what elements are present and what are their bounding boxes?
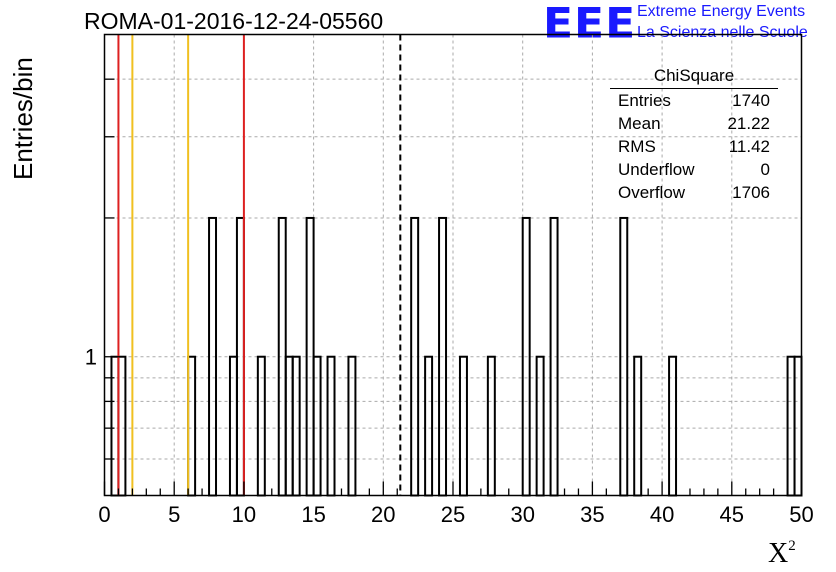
stats-label: Entries bbox=[618, 91, 671, 110]
x-axis-label-superscript: 2 bbox=[788, 538, 796, 554]
axis-ticks bbox=[103, 78, 803, 496]
x-tick-label: 15 bbox=[301, 502, 325, 527]
logo-line-1: Extreme Energy Events bbox=[637, 3, 806, 20]
x-tick-label: 50 bbox=[789, 502, 813, 527]
stats-label: Underflow bbox=[618, 160, 695, 179]
x-tick-label: 30 bbox=[510, 502, 534, 527]
stats-row: Entries 1740 bbox=[610, 89, 778, 112]
x-tick-label: 25 bbox=[441, 502, 465, 527]
stats-title: ChiSquare bbox=[653, 66, 735, 85]
x-tick-label: 40 bbox=[650, 502, 674, 527]
x-tick-label: 45 bbox=[720, 502, 744, 527]
stats-value: 11.42 bbox=[728, 137, 770, 156]
stats-row: Mean 21.22 bbox=[610, 112, 778, 135]
stats-label: RMS bbox=[618, 137, 656, 156]
marker-lines bbox=[117, 34, 402, 496]
x-tick-label: 5 bbox=[168, 502, 180, 527]
y-tick-label: 1 bbox=[85, 345, 97, 370]
stats-row: RMS 11.42 bbox=[610, 135, 778, 158]
stats-rule bbox=[610, 88, 778, 89]
stats-value: 0 bbox=[760, 160, 770, 179]
stats-value: 1740 bbox=[732, 91, 770, 110]
x-axis-label-text: X bbox=[768, 538, 789, 569]
x-tick-label: 20 bbox=[371, 502, 395, 527]
x-tick-label: 35 bbox=[580, 502, 604, 527]
stats-value: 1706 bbox=[732, 183, 770, 202]
stats-label: Mean bbox=[618, 114, 661, 133]
x-axis-label: X2 bbox=[768, 538, 796, 570]
logo-line-2: La Scienza nelle Scuole bbox=[637, 24, 808, 41]
stats-value: 21.22 bbox=[727, 114, 770, 133]
stats-box: ChiSquare Entries 1740 Mean 21.22 RMS 11.42… bbox=[610, 64, 778, 204]
x-tick-label: 10 bbox=[232, 502, 256, 527]
stats-row: Overflow 1706 bbox=[610, 181, 778, 204]
axis-tick-labels: 0 5 10 15 20 25 30 35 40 45 50 1 bbox=[85, 345, 814, 527]
stats-label: Overflow bbox=[618, 183, 686, 202]
eee-logo: EEE bbox=[543, 0, 637, 48]
stats-row: Underflow 0 bbox=[610, 158, 778, 181]
x-tick-label: 0 bbox=[98, 502, 110, 527]
chart-title: ROMA-01-2016-12-24-05560 bbox=[84, 8, 384, 34]
